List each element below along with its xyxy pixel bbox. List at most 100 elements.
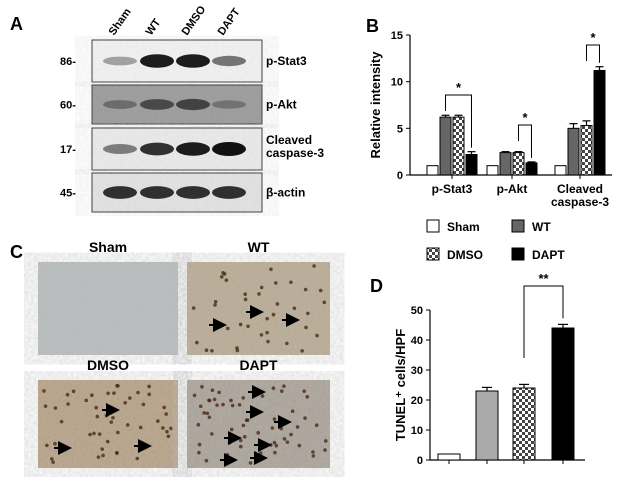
nucleus [210, 348, 214, 353]
significance-bracket [518, 124, 532, 158]
blot-band [176, 186, 210, 199]
nucleus [314, 423, 319, 428]
nucleus [273, 281, 278, 285]
bar [426, 165, 439, 176]
nucleus [241, 423, 246, 428]
nucleus [243, 297, 248, 302]
nucleus [318, 288, 323, 293]
nucleus [266, 339, 270, 344]
molecular-weight: 60- [60, 100, 76, 112]
nucleus [243, 435, 247, 439]
nucleus [197, 450, 201, 455]
bar [512, 387, 536, 461]
nucleus [246, 324, 250, 329]
nucleus [260, 394, 265, 398]
nucleus [238, 322, 243, 327]
nucleus [100, 447, 104, 451]
legend-label: Sham [447, 220, 480, 234]
y-tick-label: 30 [411, 365, 423, 377]
y-axis-label: Relative intensity [368, 51, 383, 159]
bar [554, 165, 567, 176]
significance-label: * [456, 80, 462, 95]
legend-swatch [426, 219, 440, 233]
bar [486, 165, 499, 176]
blot-band [103, 56, 137, 66]
nucleus [237, 403, 242, 407]
y-tick-label: 10 [391, 77, 403, 89]
x-tick-label: p-Stat3 [431, 182, 473, 196]
blot-band [212, 142, 246, 156]
nucleus [302, 389, 306, 393]
nucleus [116, 384, 120, 388]
nucleus [292, 306, 297, 311]
nucleus [147, 384, 151, 389]
significance-label: ** [538, 271, 549, 286]
bar [452, 116, 465, 176]
micrograph-title: DAPT [239, 357, 278, 373]
nucleus [323, 448, 327, 452]
nucleus [227, 440, 232, 445]
bar [525, 162, 538, 176]
nucleus [303, 287, 308, 292]
nucleus [274, 443, 279, 448]
nucleus [265, 330, 269, 335]
nucleus [101, 453, 105, 458]
nucleus [303, 416, 307, 420]
nucleus [196, 422, 201, 427]
nucleus [136, 390, 140, 395]
nucleus [306, 311, 310, 316]
nucleus [285, 440, 290, 444]
nucleus [123, 400, 127, 405]
nucleus [53, 406, 58, 410]
nucleus [243, 292, 247, 297]
nucleus [59, 419, 64, 424]
nucleus [156, 419, 160, 423]
bar [475, 390, 499, 461]
nucleus [224, 278, 229, 283]
nucleus [210, 432, 214, 436]
nucleus [204, 348, 209, 353]
nucleus [43, 404, 48, 408]
nucleus [161, 426, 165, 430]
nucleus [71, 389, 76, 394]
nucleus [164, 412, 168, 416]
nucleus [90, 393, 94, 398]
nucleus [210, 388, 215, 393]
nucleus [147, 392, 152, 397]
x-tick-label: p-Akt [496, 182, 528, 196]
lane-label: DMSO [180, 3, 209, 37]
nucleus [305, 395, 310, 399]
nucleus [166, 434, 171, 439]
nucleus [49, 457, 54, 461]
micrograph-title: WT [248, 239, 270, 255]
bar [499, 152, 512, 176]
nucleus [229, 398, 233, 403]
lane-label: WT [144, 17, 164, 38]
y-axis-label: TUNEL⁺ cells/HPF [393, 329, 408, 441]
nucleus [259, 333, 264, 337]
molecular-weight: 17- [60, 144, 76, 156]
significance-label: * [522, 110, 528, 125]
nucleus [238, 444, 243, 449]
y-tick-label: 20 [411, 395, 423, 407]
nucleus [204, 458, 209, 463]
bar [437, 453, 461, 461]
nucleus [248, 461, 253, 465]
nucleus [191, 306, 196, 310]
blot-band [140, 54, 174, 68]
legend-label: DMSO [447, 248, 483, 262]
nucleus [217, 390, 221, 395]
nucleus [311, 454, 316, 458]
blot-row-label: p-Akt [266, 98, 297, 112]
blot-band [212, 100, 246, 109]
blot-band [103, 186, 137, 199]
nucleus [271, 386, 276, 391]
nucleus [225, 326, 230, 331]
nucleus [244, 418, 249, 422]
nucleus [272, 417, 277, 421]
nucleus [271, 312, 276, 317]
nucleus [213, 303, 217, 307]
nucleus [197, 442, 202, 447]
blot-band [176, 98, 210, 111]
